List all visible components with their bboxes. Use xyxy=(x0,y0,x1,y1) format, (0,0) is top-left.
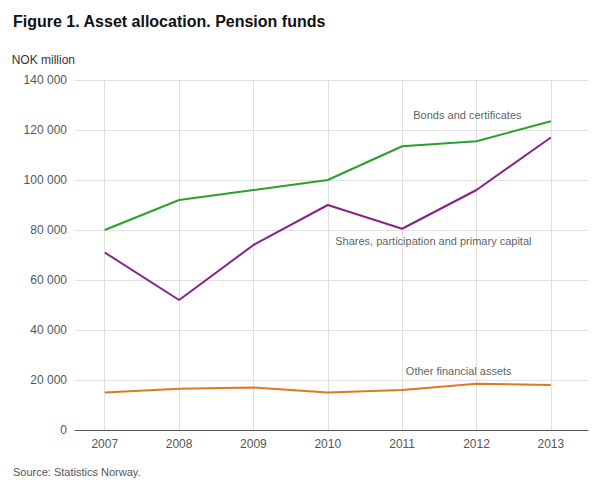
svg-text:2008: 2008 xyxy=(166,437,193,451)
svg-text:Shares, participation and prim: Shares, participation and primary capita… xyxy=(335,235,531,247)
svg-text:Other financial assets: Other financial assets xyxy=(406,365,512,377)
svg-text:NOK million: NOK million xyxy=(12,53,75,67)
svg-text:0: 0 xyxy=(60,423,67,437)
svg-text:2011: 2011 xyxy=(389,437,415,451)
svg-text:140 000: 140 000 xyxy=(24,73,68,87)
svg-text:Figure 1. Asset allocation. Pe: Figure 1. Asset allocation. Pension fund… xyxy=(13,13,325,30)
svg-text:120 000: 120 000 xyxy=(24,123,68,137)
svg-text:Bonds and certificates: Bonds and certificates xyxy=(413,109,522,121)
svg-text:40 000: 40 000 xyxy=(30,323,67,337)
svg-text:2010: 2010 xyxy=(314,437,341,451)
svg-text:2007: 2007 xyxy=(91,437,118,451)
svg-text:60 000: 60 000 xyxy=(30,273,67,287)
svg-text:80 000: 80 000 xyxy=(30,223,67,237)
svg-text:20 000: 20 000 xyxy=(30,373,67,387)
svg-text:2012: 2012 xyxy=(463,437,490,451)
svg-text:2009: 2009 xyxy=(240,437,267,451)
svg-text:100 000: 100 000 xyxy=(24,173,68,187)
svg-text:2013: 2013 xyxy=(537,437,564,451)
svg-text:Source: Statistics Norway.: Source: Statistics Norway. xyxy=(13,466,141,478)
